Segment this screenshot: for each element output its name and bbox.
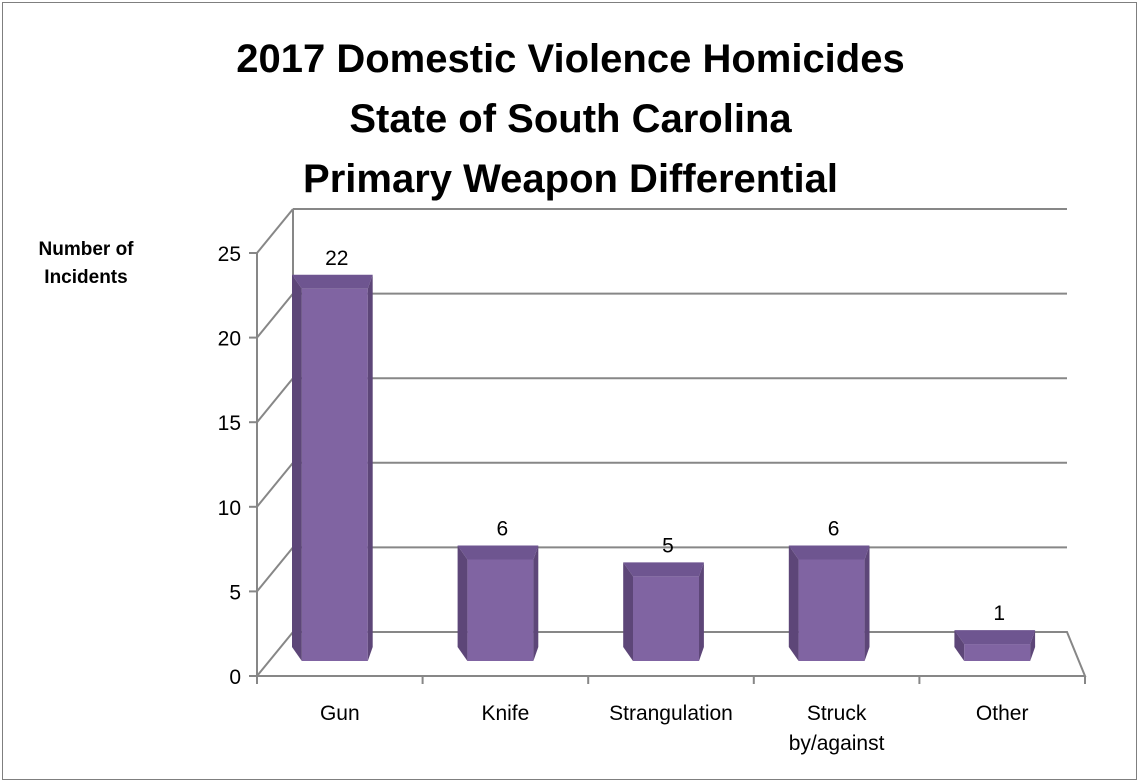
x-tick-label-1: Knife	[481, 702, 529, 725]
x-tick-label-0: Gun	[320, 702, 360, 725]
bar-4	[964, 644, 1031, 661]
bar-2	[633, 576, 699, 661]
bar-left-2	[623, 562, 633, 661]
bar-left-3	[788, 545, 799, 661]
bar-side-0	[367, 274, 373, 661]
bar-side-2	[699, 562, 704, 661]
chart-floor	[254, 631, 1087, 677]
bar-side-3	[864, 545, 870, 661]
chart-title-line-1: 2017 Domestic Violence Homicides	[236, 37, 905, 81]
bar-top-3	[788, 545, 870, 560]
y-tick-label-15: 15	[218, 412, 241, 435]
gridline-depth-10	[256, 462, 294, 508]
bar-left-0	[292, 274, 302, 661]
bar-side-4	[1030, 630, 1036, 661]
data-label-4: 1	[993, 602, 1005, 625]
y-axis-label: Number of Incidents	[26, 236, 146, 292]
data-label-2: 5	[662, 534, 674, 557]
y-tick-label-0: 0	[229, 666, 241, 689]
data-label-1: 6	[497, 517, 509, 540]
x-tick-label-3-line-0: Struck	[807, 702, 867, 725]
bar-top-4	[954, 630, 1036, 645]
y-tick-label-25: 25	[218, 243, 241, 266]
x-tick-label-3-line-1: by/against	[789, 732, 885, 755]
bar-left-1	[457, 545, 468, 661]
y-axis-label-line-2: Incidents	[44, 267, 128, 288]
bar-top-0	[292, 274, 373, 289]
bar-0	[301, 288, 368, 661]
gridline-depth-25	[256, 208, 294, 254]
bar-3	[798, 559, 865, 661]
bar-top-1	[457, 545, 539, 560]
gridline-depth-15	[256, 377, 294, 423]
data-label-3: 6	[828, 517, 840, 540]
data-label-0: 22	[325, 247, 348, 270]
bar-side-1	[533, 545, 539, 661]
bar-1	[467, 559, 534, 661]
gridline-depth-20	[256, 292, 294, 339]
x-tick-label-2: Strangulation	[609, 702, 733, 725]
bar-top-2	[623, 562, 704, 577]
gridline-depth-5	[256, 546, 294, 593]
y-tick-label-20: 20	[218, 328, 241, 351]
bar-left-4	[954, 630, 965, 661]
y-tick-label-5: 5	[229, 581, 241, 604]
y-axis-label-line-1: Number of	[38, 239, 134, 260]
chart-title-line-2: State of South Carolina	[349, 97, 792, 141]
x-tick-label-4: Other	[976, 702, 1029, 725]
y-tick-label-10: 10	[218, 497, 241, 520]
chart-title-line-3: Primary Weapon Differential	[303, 157, 838, 201]
